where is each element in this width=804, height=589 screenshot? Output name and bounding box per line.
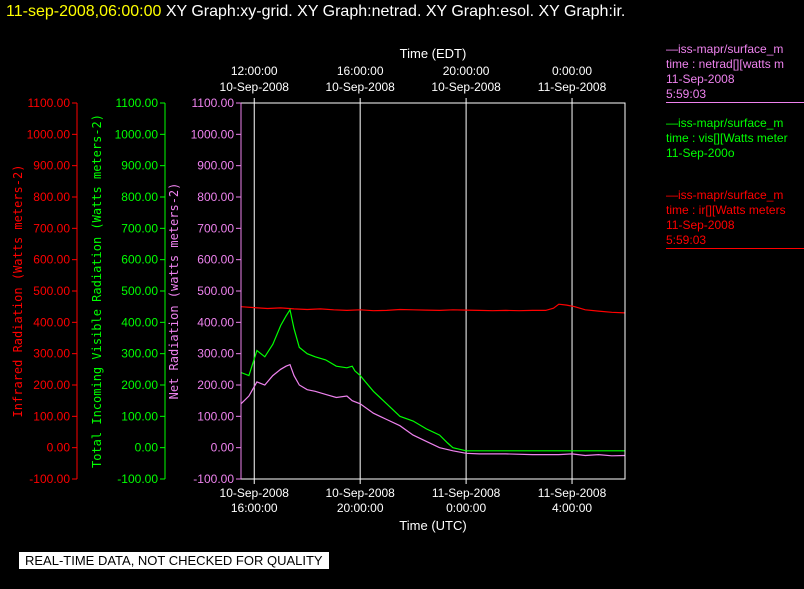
y-axis-2-ticklabel-3: 800.00 (197, 190, 234, 204)
y-axis-title-1: Total Incoming Visible Radiation (Watts … (90, 114, 104, 468)
series-line-0 (240, 303, 626, 314)
series-line-2 (240, 363, 626, 457)
header-graph-tabs[interactable]: XY Graph:xy-grid. XY Graph:netrad. XY Gr… (165, 3, 626, 20)
y-axis-0-ticklabel-11: 0.00 (47, 441, 71, 455)
y-axis-2-ticklabel-1: 1000.00 (191, 127, 235, 141)
legend-ir: —iss-mapr/surface_m time : ir[][Watts me… (666, 188, 804, 251)
legend-vis-line2: time : vis[][Watts meter (666, 131, 788, 145)
legend-ir-line3: 11-Sep-2008 (666, 218, 735, 232)
y-axis-2-ticklabel-4: 700.00 (197, 221, 234, 235)
y-axis-1-ticklabel-10: 100.00 (121, 409, 158, 423)
y-axis-0-ticklabel-9: 200.00 (33, 378, 70, 392)
legend-vis: —iss-mapr/surface_m time : vis[][Watts m… (666, 116, 804, 161)
y-axis-0-ticklabel-0: 1100.00 (28, 96, 71, 110)
legend-vis-line3: 11-Sep-200o (666, 146, 735, 160)
top-tick-time-2: 20:00:00 (443, 64, 490, 78)
plot-frame (240, 102, 626, 480)
top-tick-time-3: 0:00:00 (552, 64, 592, 78)
y-axis-1-ticklabel-1: 1000.00 (115, 127, 159, 141)
series-line-1 (240, 308, 625, 452)
y-axis-0-ticklabel-12: -100.00 (29, 472, 70, 486)
y-axis-2-ticklabel-2: 900.00 (197, 159, 234, 173)
header-datetime: 11-sep-2008,06:00:00 (6, 3, 162, 20)
y-axis-1-ticklabel-4: 700.00 (121, 221, 158, 235)
y-axis-2-ticklabel-12: -100.00 (193, 472, 234, 486)
y-axis-1-ticklabel-3: 800.00 (121, 190, 158, 204)
y-axis-2-ticklabel-6: 500.00 (197, 284, 234, 298)
bottom-tick-time-3: 4:00:00 (552, 501, 592, 515)
y-axis-1-ticklabel-5: 600.00 (121, 253, 158, 267)
y-axis-0-ticklabel-1: 1000.00 (27, 127, 71, 141)
bottom-tick-date-0: 10-Sep-2008 (220, 486, 290, 500)
bottom-tick-time-0: 16:00:00 (231, 501, 278, 515)
top-tick-date-1: 10-Sep-2008 (325, 80, 395, 94)
y-axis-1-ticklabel-9: 200.00 (121, 378, 158, 392)
y-axis-0-ticklabel-8: 300.00 (33, 347, 70, 361)
legend-ir-rule (666, 248, 804, 249)
y-axis-0-ticklabel-7: 400.00 (33, 315, 70, 329)
bottom-tick-time-1: 20:00:00 (337, 501, 384, 515)
legend-ir-line4: 5:59:03 (666, 233, 707, 247)
legend-netrad-line3: 11-Sep-2008 (666, 72, 735, 86)
legend-netrad: —iss-mapr/surface_m time : netrad[][watt… (666, 42, 804, 105)
bottom-tick-date-3: 11-Sep-2008 (538, 486, 607, 500)
bottom-axis-title: Time (UTC) (399, 518, 466, 533)
y-axis-1-ticklabel-6: 500.00 (121, 284, 158, 298)
legend-netrad-line2: time : netrad[][watts m (666, 57, 785, 71)
y-axis-1-ticklabel-12: -100.00 (117, 472, 158, 486)
top-axis-title: Time (EDT) (400, 46, 467, 61)
bottom-tick-time-2: 0:00:00 (446, 501, 486, 515)
top-tick-date-3: 11-Sep-2008 (538, 80, 607, 94)
legend-netrad-line1: —iss-mapr/surface_m (666, 42, 784, 56)
y-axis-0-ticklabel-3: 800.00 (33, 190, 70, 204)
y-axis-0-ticklabel-4: 700.00 (33, 221, 70, 235)
bottom-tick-date-2: 11-Sep-2008 (432, 486, 501, 500)
y-axis-1-ticklabel-2: 900.00 (121, 159, 158, 173)
y-axis-2-ticklabel-8: 300.00 (197, 347, 234, 361)
y-axis-2-ticklabel-9: 200.00 (197, 378, 234, 392)
legend-ir-line1: —iss-mapr/surface_m (666, 188, 784, 202)
top-tick-date-0: 10-Sep-2008 (220, 80, 290, 94)
quality-disclaimer: REAL-TIME DATA, NOT CHECKED FOR QUALITY (19, 552, 329, 569)
y-axis-0-ticklabel-10: 100.00 (33, 409, 70, 423)
legend-netrad-rule (666, 102, 804, 103)
y-axis-title-2: Net Radiation (watts meters-2) (167, 183, 181, 400)
top-tick-time-0: 12:00:00 (231, 64, 278, 78)
y-axis-1-ticklabel-0: 1100.00 (116, 96, 159, 110)
bottom-tick-date-1: 10-Sep-2008 (325, 486, 395, 500)
y-axis-0-ticklabel-6: 500.00 (33, 284, 70, 298)
y-axis-2-ticklabel-0: 1100.00 (192, 96, 235, 110)
y-axis-2-ticklabel-10: 100.00 (197, 409, 234, 423)
y-axis-1-ticklabel-11: 0.00 (135, 441, 159, 455)
y-axis-1-ticklabel-7: 400.00 (121, 315, 158, 329)
y-axis-1-ticklabel-8: 300.00 (121, 347, 158, 361)
top-tick-time-1: 16:00:00 (337, 64, 384, 78)
legend-vis-line1: —iss-mapr/surface_m (666, 116, 784, 130)
page-header: 11-sep-2008,06:00:00 XY Graph:xy-grid. X… (6, 3, 625, 21)
y-axis-title-0: Infrared Radiation (Watts meters-2) (11, 165, 25, 418)
y-axis-2-ticklabel-11: 0.00 (211, 441, 235, 455)
y-axis-0-ticklabel-5: 600.00 (33, 253, 70, 267)
y-axis-0-ticklabel-2: 900.00 (33, 159, 70, 173)
y-axis-2-ticklabel-7: 400.00 (197, 315, 234, 329)
y-axis-2-ticklabel-5: 600.00 (197, 253, 234, 267)
legend-netrad-line4: 5:59:03 (666, 87, 707, 101)
top-tick-date-2: 10-Sep-2008 (431, 80, 501, 94)
legend-ir-line2: time : ir[][Watts meters (666, 203, 786, 217)
